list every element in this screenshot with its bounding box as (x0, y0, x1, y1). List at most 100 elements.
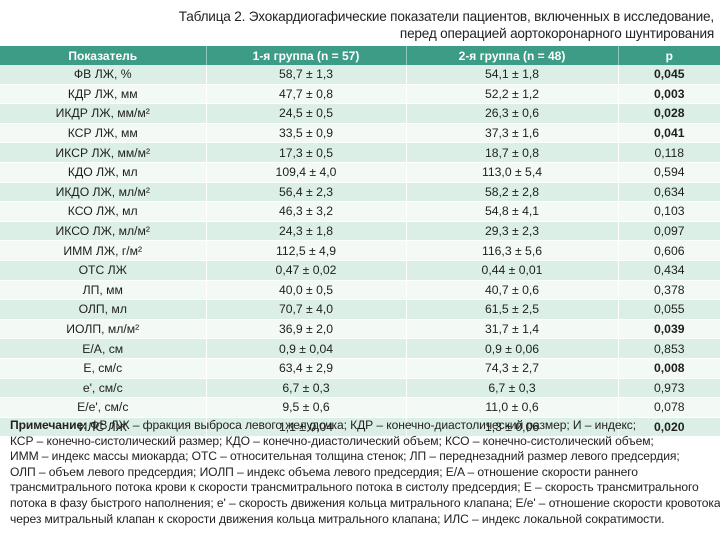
cell-group-1: 40,0 ± 0,5 (206, 280, 407, 301)
cell-parameter: ИКДО ЛЖ, мл/м² (0, 182, 207, 203)
table-row: ИКДР ЛЖ, мм/м² 24,5 ± 0,5 26,3 ± 0,6 0,028 (0, 103, 720, 124)
cell-group-2: 40,7 ± 0,6 (406, 280, 619, 301)
header-group-2: 2-я группа (n = 48) (406, 46, 619, 65)
cell-group-2: 52,2 ± 1,2 (406, 84, 619, 105)
cell-group-1: 17,3 ± 0,5 (206, 142, 407, 163)
cell-group-2: 11,0 ± 0,6 (406, 397, 619, 418)
note-line: ОЛП – объем левого предсердия; ИОЛП – ин… (10, 464, 638, 479)
cell-p-value: 0,078 (618, 397, 720, 418)
cell-group-2: 26,3 ± 0,6 (406, 103, 619, 124)
cell-group-2: 37,3 ± 1,6 (406, 123, 619, 144)
cell-parameter: ИКДР ЛЖ, мм/м² (0, 103, 207, 124)
table-row: КДО ЛЖ, мл 109,4 ± 4,0 113,0 ± 5,4 0,594 (0, 162, 720, 183)
cell-group-1: 24,3 ± 1,8 (206, 221, 407, 242)
cell-group-2: 74,3 ± 2,7 (406, 358, 619, 379)
cell-group-1: 109,4 ± 4,0 (206, 162, 407, 183)
cell-p-value: 0,041 (618, 123, 720, 144)
cell-parameter: E/e', см/с (0, 397, 207, 418)
cell-parameter: КДР ЛЖ, мм (0, 84, 207, 105)
cell-p-value: 0,008 (618, 358, 720, 379)
cell-parameter: ФВ ЛЖ, % (0, 65, 207, 85)
cell-group-1: 33,5 ± 0,9 (206, 123, 407, 144)
cell-parameter: КСО ЛЖ, мл (0, 201, 207, 222)
cell-group-2: 1,3 ± 0,06 (406, 417, 619, 438)
cell-group-1: 0,9 ± 0,04 (206, 338, 407, 359)
note-line: трансмитрального потока крови к скорости… (10, 480, 699, 495)
cell-group-2: 61,5 ± 2,5 (406, 299, 619, 320)
note-line: ИММ – индекс массы миокарда; ОТС – относ… (10, 449, 680, 464)
table-row: КДР ЛЖ, мм 47,7 ± 0,8 52,2 ± 1,2 0,003 (0, 84, 720, 105)
cell-parameter: КСР ЛЖ, мм (0, 123, 207, 144)
table-row: ОТС ЛЖ 0,47 ± 0,02 0,44 ± 0,01 0,434 (0, 260, 720, 281)
cell-group-1: 1,1 ± 0,04 (206, 417, 407, 438)
cell-p-value: 0,118 (618, 142, 720, 163)
table-row: E, см/с 63,4 ± 2,9 74,3 ± 2,7 0,008 (0, 358, 720, 379)
note-label: Примечание: (10, 418, 88, 432)
cell-p-value: 0,097 (618, 221, 720, 242)
table-row: e', см/с 6,7 ± 0,3 6,7 ± 0,3 0,973 (0, 378, 720, 399)
header-parameter: Показатель (0, 46, 207, 65)
table-row: E/A, см 0,9 ± 0,04 0,9 ± 0,06 0,853 (0, 338, 720, 359)
table-row: КСР ЛЖ, мм 33,5 ± 0,9 37,3 ± 1,6 0,041 (0, 123, 720, 144)
cell-parameter: ОТС ЛЖ (0, 260, 207, 281)
cell-group-1: 9,5 ± 0,6 (206, 397, 407, 418)
cell-group-1: 70,7 ± 4,0 (206, 299, 407, 320)
cell-p-value: 0,378 (618, 280, 720, 301)
cell-parameter: ИОЛП, мл/м² (0, 319, 207, 340)
note-line: потока в фазу быстрого наполнения; e' – … (10, 495, 720, 510)
cell-parameter: КДО ЛЖ, мл (0, 162, 207, 183)
cell-parameter: ИЛС ЛЖ (0, 417, 207, 438)
cell-p-value: 0,020 (618, 417, 720, 438)
cell-group-1: 24,5 ± 0,5 (206, 103, 407, 124)
cell-p-value: 0,853 (618, 338, 720, 359)
caption-line-2: перед операцией аортокоронарного шунтиро… (399, 26, 714, 41)
cell-p-value: 0,634 (618, 182, 720, 203)
cell-p-value: 0,103 (618, 201, 720, 222)
table-body: ФВ ЛЖ, % 58,7 ± 1,3 54,1 ± 1,8 0,045 КДР ЛЖ,… (0, 65, 720, 438)
cell-p-value: 0,606 (618, 240, 720, 261)
table-row: ИКДО ЛЖ, мл/м² 56,4 ± 2,3 58,2 ± 2,8 0,634 (0, 182, 720, 203)
cell-group-1: 47,7 ± 0,8 (206, 84, 407, 105)
cell-p-value: 0,434 (618, 260, 720, 281)
table-note: Примечание: ФВ ЛЖ – фракция выброса лево… (10, 418, 720, 527)
cell-group-1: 46,3 ± 3,2 (206, 201, 407, 222)
cell-p-value: 0,028 (618, 103, 720, 124)
note-line: через митральный клапан к скорости движе… (10, 511, 665, 526)
cell-group-1: 36,9 ± 2,0 (206, 319, 407, 340)
table-row: ОЛП, мл 70,7 ± 4,0 61,5 ± 2,5 0,055 (0, 299, 720, 320)
caption-line-1: Таблица 2. Эхокардиогафические показател… (178, 9, 714, 24)
cell-p-value: 0,973 (618, 378, 720, 399)
table-row: ИОЛП, мл/м² 36,9 ± 2,0 31,7 ± 1,4 0,039 (0, 319, 720, 340)
table-row: ИММ ЛЖ, г/м² 112,5 ± 4,9 116,3 ± 5,6 0,606 (0, 240, 720, 261)
table-row: ИКСР ЛЖ, мм/м² 17,3 ± 0,5 18,7 ± 0,8 0,118 (0, 142, 720, 163)
cell-p-value: 0,039 (618, 319, 720, 340)
cell-parameter: ЛП, мм (0, 280, 207, 301)
table-row: ИКСО ЛЖ, мл/м² 24,3 ± 1,8 29,3 ± 2,3 0,097 (0, 221, 720, 242)
table-row: ЛП, мм 40,0 ± 0,5 40,7 ± 0,6 0,378 (0, 280, 720, 301)
cell-group-2: 116,3 ± 5,6 (406, 240, 619, 261)
cell-group-1: 56,4 ± 2,3 (206, 182, 407, 203)
cell-group-2: 29,3 ± 2,3 (406, 221, 619, 242)
echo-table: Показатель 1-я группа (n = 57) 2-я групп… (0, 46, 720, 438)
cell-p-value: 0,045 (618, 65, 720, 85)
cell-group-2: 6,7 ± 0,3 (406, 378, 619, 399)
cell-group-2: 54,8 ± 4,1 (406, 201, 619, 222)
cell-parameter: ОЛП, мл (0, 299, 207, 320)
cell-group-1: 58,7 ± 1,3 (206, 65, 407, 85)
table-row: КСО ЛЖ, мл 46,3 ± 3,2 54,8 ± 4,1 0,103 (0, 201, 720, 222)
cell-group-1: 6,7 ± 0,3 (206, 378, 407, 399)
note-text: ФВ ЛЖ – фракция выброса левого желудочка… (87, 418, 637, 432)
table-row: E/e', см/с 9,5 ± 0,6 11,0 ± 0,6 0,078 (0, 397, 720, 418)
cell-p-value: 0,055 (618, 299, 720, 320)
cell-p-value: 0,003 (618, 84, 720, 105)
cell-group-2: 0,9 ± 0,06 (406, 338, 619, 359)
cell-group-2: 54,1 ± 1,8 (406, 65, 619, 85)
cell-group-1: 112,5 ± 4,9 (206, 240, 407, 261)
cell-group-1: 63,4 ± 2,9 (206, 358, 407, 379)
cell-parameter: E/A, см (0, 338, 207, 359)
cell-parameter: ИКСР ЛЖ, мм/м² (0, 142, 207, 163)
cell-group-1: 0,47 ± 0,02 (206, 260, 407, 281)
note-line: Примечание: ФВ ЛЖ – фракция выброса лево… (10, 418, 716, 434)
table-row: ИЛС ЛЖ 1,1 ± 0,04 1,3 ± 0,06 0,020 (0, 417, 720, 438)
